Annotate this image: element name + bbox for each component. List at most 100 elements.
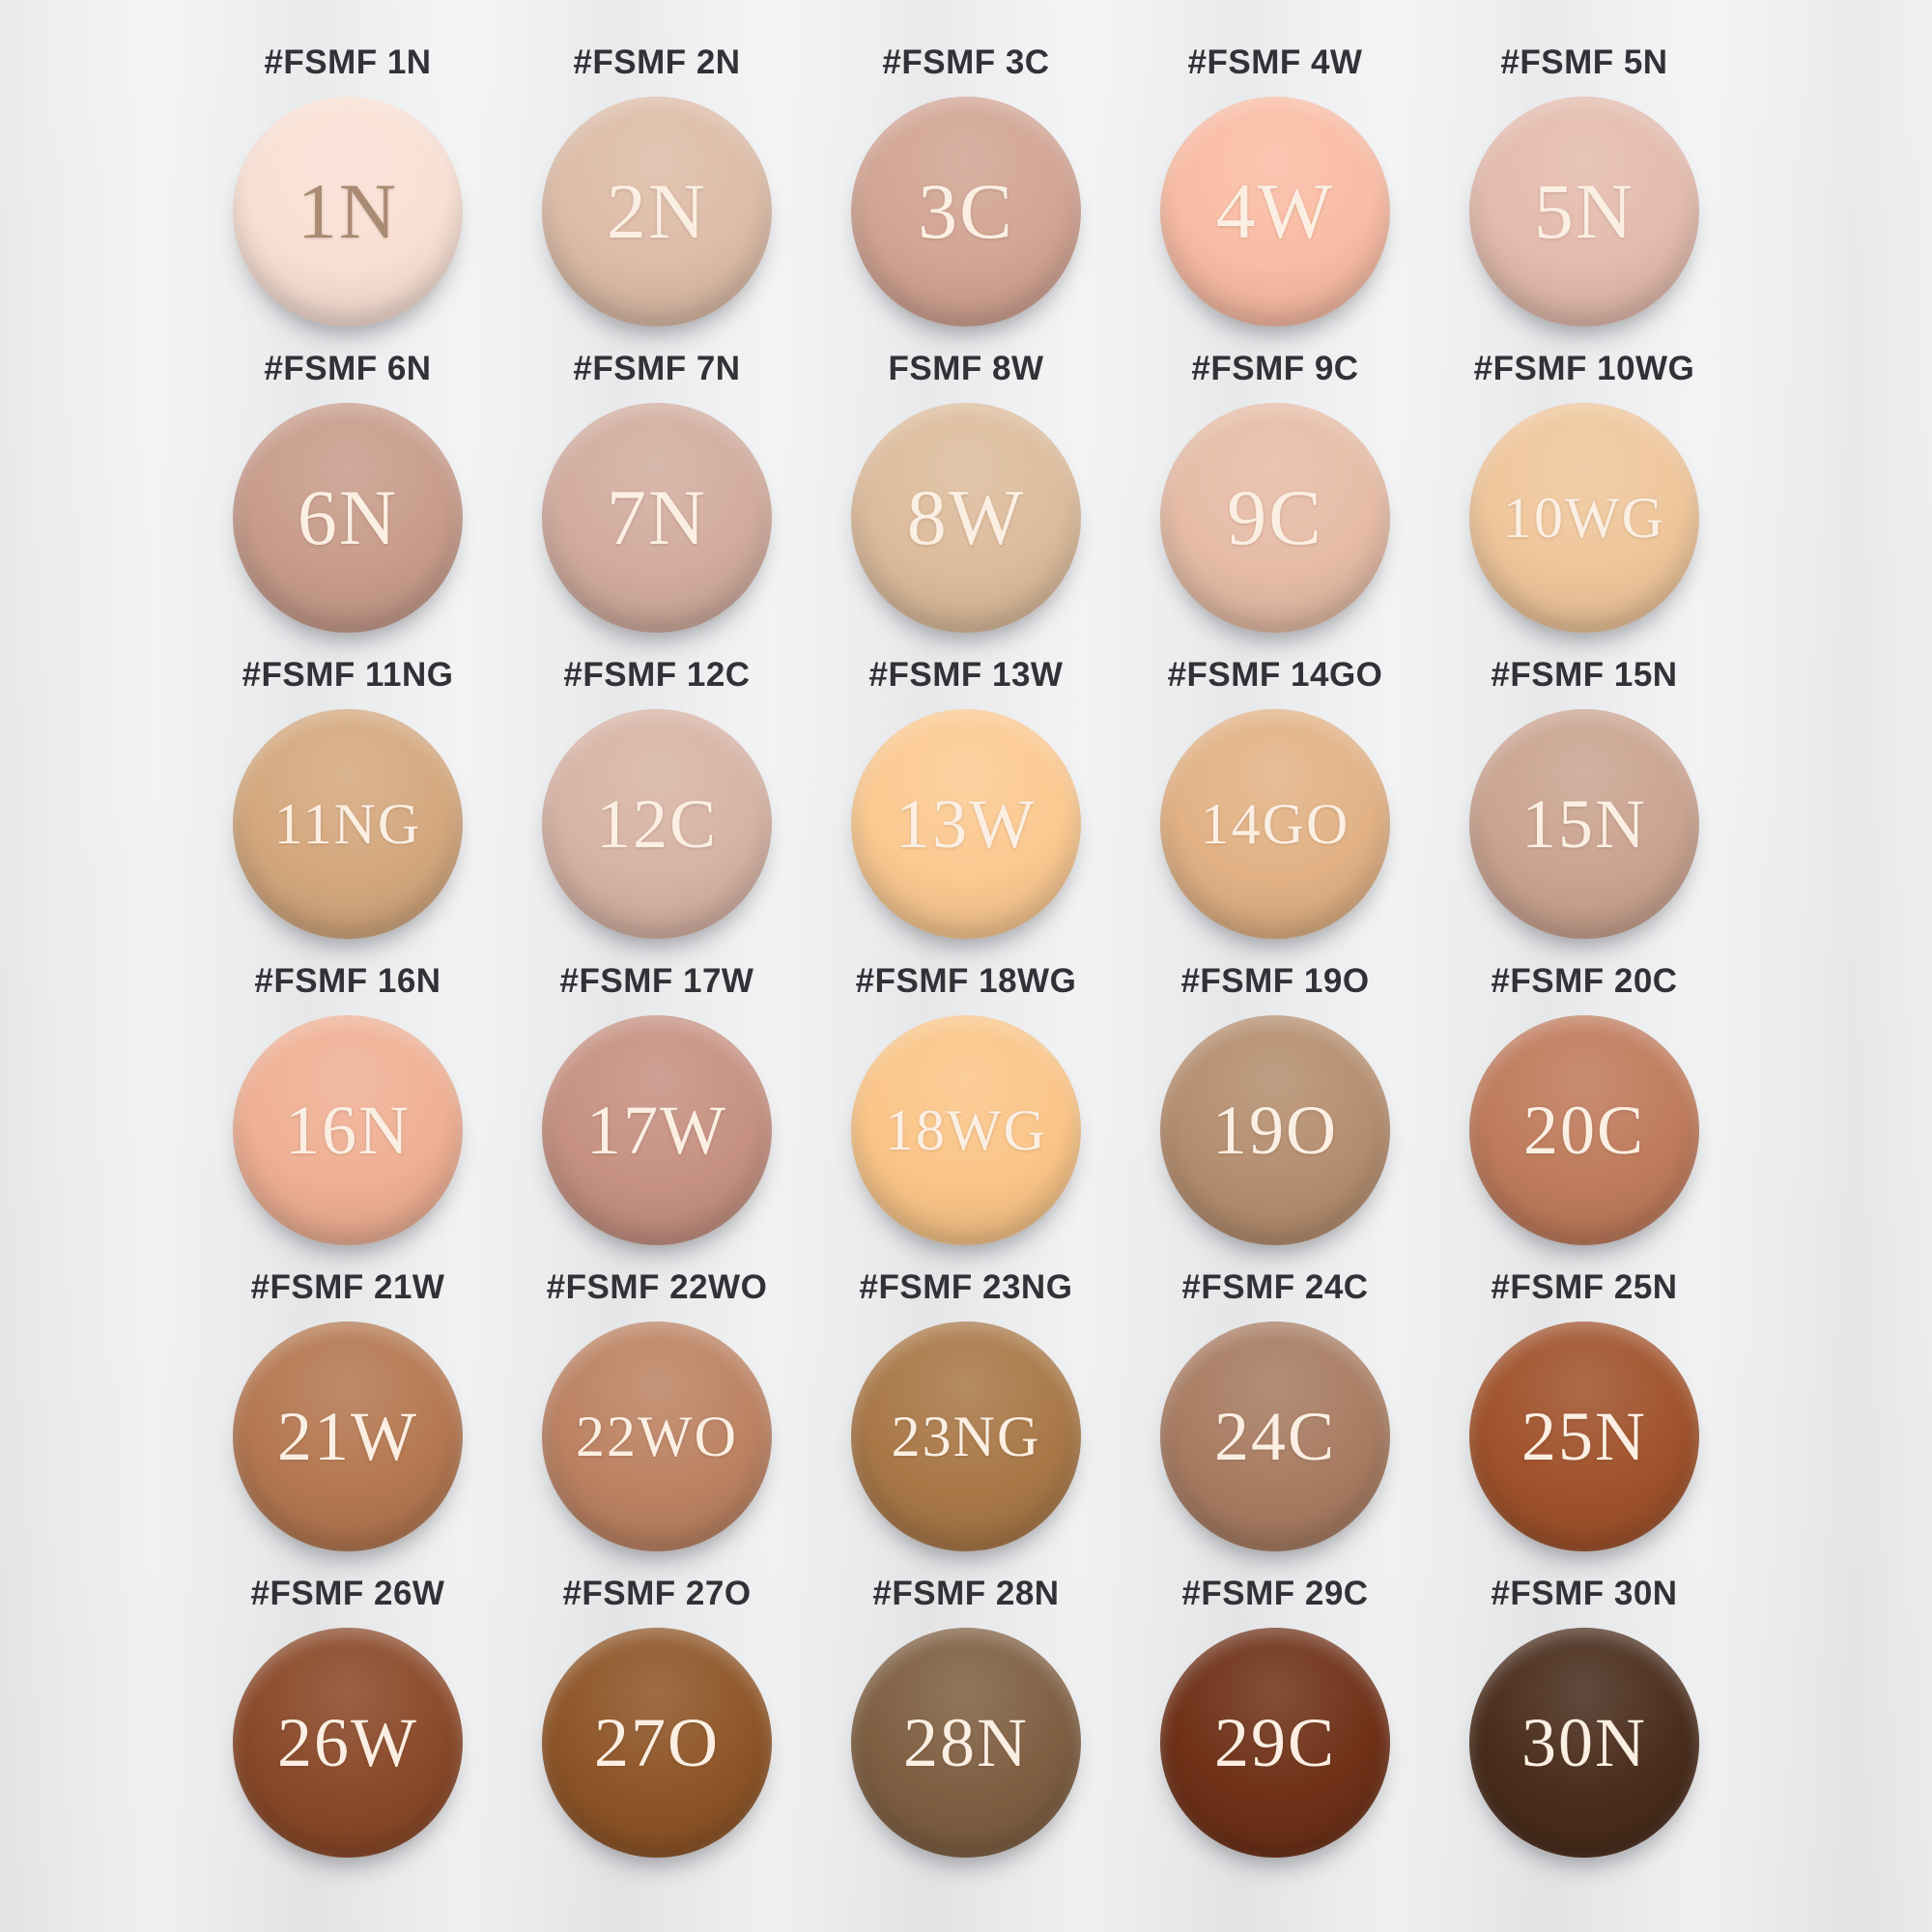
shade-swatch: #FSMF 26W 26W	[193, 1570, 502, 1876]
swatch-code: 18WG	[885, 1097, 1047, 1162]
shade-label: #FSMF 27O	[562, 1575, 752, 1612]
swatch-circle: 11NG	[233, 709, 463, 939]
shade-swatch: #FSMF 10WG 10WG	[1430, 345, 1739, 651]
swatch-circle: 4W	[1160, 97, 1390, 327]
shade-label: #FSMF 12C	[563, 656, 751, 694]
swatch-code: 28N	[903, 1703, 1029, 1781]
swatch-code: 25N	[1521, 1397, 1647, 1475]
swatch-circle: 16N	[233, 1015, 463, 1245]
shade-swatch: #FSMF 29C 29C	[1121, 1570, 1430, 1876]
swatch-circle: 3C	[851, 97, 1081, 327]
shade-label: #FSMF 9C	[1191, 350, 1359, 387]
swatch-circle: 10WG	[1469, 403, 1699, 633]
shade-swatch: #FSMF 23NG 23NG	[811, 1264, 1121, 1570]
swatch-code: 3C	[918, 167, 1014, 255]
swatch-circle: 1N	[233, 97, 463, 327]
swatch-code: 5N	[1533, 167, 1635, 255]
shade-swatch: #FSMF 18WG 18WG	[811, 957, 1121, 1264]
swatch-code: 12C	[595, 784, 719, 863]
shade-swatch: #FSMF 21W 21W	[193, 1264, 502, 1570]
shade-label: #FSMF 20C	[1491, 962, 1678, 1000]
swatch-code: 6N	[297, 473, 399, 561]
swatch-circle: 29C	[1160, 1628, 1390, 1858]
shade-label: #FSMF 18WG	[855, 962, 1077, 1000]
swatch-code: 26W	[277, 1703, 418, 1781]
swatch-code: 21W	[277, 1397, 418, 1475]
shade-label: #FSMF 16N	[254, 962, 441, 1000]
shade-label: #FSMF 29C	[1181, 1575, 1369, 1612]
shade-swatch: #FSMF 9C 9C	[1121, 345, 1430, 651]
shade-label: #FSMF 6N	[264, 350, 432, 387]
shade-label: #FSMF 13W	[868, 656, 1064, 694]
swatch-code: 22WO	[576, 1404, 738, 1468]
shade-label: #FSMF 1N	[264, 43, 432, 81]
swatch-circle: 24C	[1160, 1321, 1390, 1551]
shade-label: #FSMF 23NG	[859, 1268, 1073, 1306]
swatch-code: 11NG	[273, 791, 422, 856]
shade-swatch: #FSMF 19O 19O	[1121, 957, 1430, 1264]
shade-label: #FSMF 22WO	[546, 1268, 768, 1306]
swatch-circle: 12C	[542, 709, 772, 939]
swatch-code: 1N	[297, 167, 399, 255]
shade-swatch: #FSMF 25N 25N	[1430, 1264, 1739, 1570]
shade-swatch: #FSMF 12C 12C	[502, 651, 811, 957]
shade-swatch: #FSMF 30N 30N	[1430, 1570, 1739, 1876]
swatch-code: 16N	[285, 1091, 411, 1169]
swatch-circle: 2N	[542, 97, 772, 327]
swatch-circle: 25N	[1469, 1321, 1699, 1551]
shade-label: #FSMF 30N	[1491, 1575, 1678, 1612]
swatch-code: 23NG	[891, 1404, 1041, 1468]
swatch-circle: 9C	[1160, 403, 1390, 633]
shade-swatch: FSMF 8W 8W	[811, 345, 1121, 651]
swatch-circle: 14GO	[1160, 709, 1390, 939]
shade-label: #FSMF 10WG	[1473, 350, 1695, 387]
swatch-code: 15N	[1521, 784, 1647, 863]
swatch-grid: #FSMF 1N 1N #FSMF 2N 2N #FSMF 3C 3C #FSM…	[193, 39, 1739, 1876]
swatch-circle: 18WG	[851, 1015, 1081, 1245]
shade-label: FSMF 8W	[888, 350, 1044, 387]
shade-swatch: #FSMF 13W 13W	[811, 651, 1121, 957]
swatch-code: 8W	[906, 473, 1026, 561]
swatch-circle: 5N	[1469, 97, 1699, 327]
shade-swatch: #FSMF 16N 16N	[193, 957, 502, 1264]
swatch-code: 2N	[606, 167, 708, 255]
swatch-code: 20C	[1522, 1091, 1646, 1169]
swatch-circle: 23NG	[851, 1321, 1081, 1551]
shade-label: #FSMF 3C	[882, 43, 1050, 81]
shade-label: #FSMF 19O	[1180, 962, 1370, 1000]
swatch-circle: 19O	[1160, 1015, 1390, 1245]
shade-swatch: #FSMF 4W 4W	[1121, 39, 1430, 345]
swatch-code: 27O	[594, 1703, 720, 1781]
swatch-circle: 6N	[233, 403, 463, 633]
shade-swatch: #FSMF 7N 7N	[502, 345, 811, 651]
swatch-circle: 8W	[851, 403, 1081, 633]
shade-label: #FSMF 25N	[1491, 1268, 1678, 1306]
swatch-circle: 13W	[851, 709, 1081, 939]
shade-swatch: #FSMF 14GO 14GO	[1121, 651, 1430, 957]
shade-swatch: #FSMF 3C 3C	[811, 39, 1121, 345]
shade-label: #FSMF 4W	[1187, 43, 1363, 81]
swatch-code: 13W	[895, 784, 1037, 863]
swatch-circle: 30N	[1469, 1628, 1699, 1858]
swatch-code: 14GO	[1200, 791, 1350, 856]
shade-label: #FSMF 24C	[1181, 1268, 1369, 1306]
shade-swatch: #FSMF 22WO 22WO	[502, 1264, 811, 1570]
swatch-code: 29C	[1213, 1703, 1337, 1781]
swatch-circle: 21W	[233, 1321, 463, 1551]
swatch-circle: 26W	[233, 1628, 463, 1858]
shade-swatch: #FSMF 17W 17W	[502, 957, 811, 1264]
swatch-code: 24C	[1213, 1397, 1337, 1475]
swatch-circle: 7N	[542, 403, 772, 633]
shade-label: #FSMF 2N	[573, 43, 741, 81]
shade-swatch: #FSMF 6N 6N	[193, 345, 502, 651]
swatch-code: 7N	[606, 473, 708, 561]
shade-swatch: #FSMF 11NG 11NG	[193, 651, 502, 957]
shade-swatch: #FSMF 24C 24C	[1121, 1264, 1430, 1570]
shade-swatch: #FSMF 5N 5N	[1430, 39, 1739, 345]
swatch-circle: 22WO	[542, 1321, 772, 1551]
shade-label: #FSMF 15N	[1491, 656, 1678, 694]
swatch-code: 4W	[1215, 167, 1335, 255]
swatch-code: 30N	[1521, 1703, 1647, 1781]
swatch-circle: 27O	[542, 1628, 772, 1858]
